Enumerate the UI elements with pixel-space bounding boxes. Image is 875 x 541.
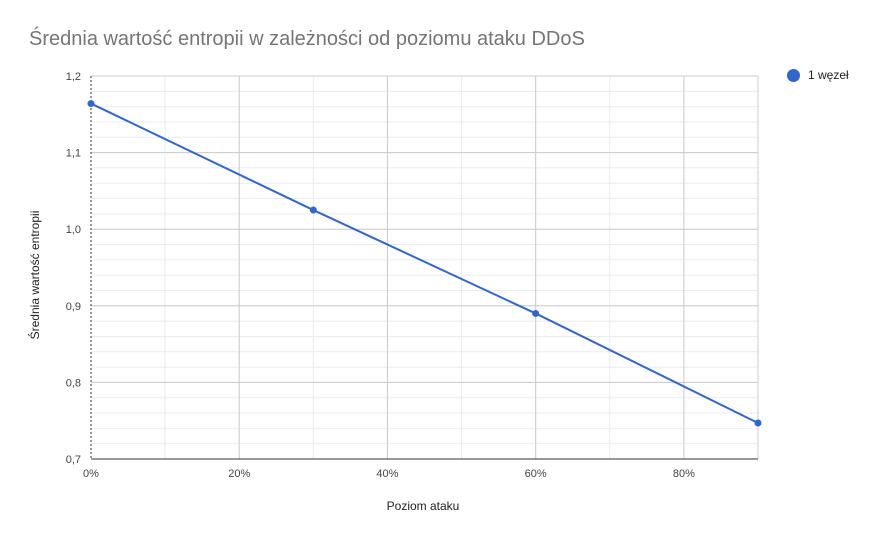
data-point — [532, 309, 540, 317]
data-point — [754, 419, 762, 427]
y-tick-label: 0,7 — [66, 454, 81, 466]
series-line — [90, 102, 759, 424]
y-tick-label: 1,2 — [66, 71, 81, 83]
y-tick-label: 0,8 — [66, 377, 81, 389]
x-axis-label: Poziom ataku — [386, 499, 460, 513]
x-tick-label: 40% — [376, 468, 398, 480]
y-tick-label: 1,0 — [66, 224, 81, 236]
x-tick-label: 60% — [525, 468, 547, 480]
y-tick-label: 1,1 — [66, 148, 81, 160]
legend[interactable]: 1 węzeł — [787, 68, 849, 82]
y-tick-label: 0,9 — [66, 301, 81, 313]
chart-title: Średnia wartość entropii w zależności od… — [29, 28, 585, 50]
data-point — [309, 206, 317, 214]
legend-swatch — [787, 68, 800, 82]
x-tick-label: 80% — [673, 468, 695, 480]
legend-label: 1 węzeł — [808, 68, 849, 82]
x-tick-label: 0% — [83, 468, 99, 480]
x-tick-label: 20% — [228, 468, 250, 480]
data-point — [87, 100, 95, 108]
